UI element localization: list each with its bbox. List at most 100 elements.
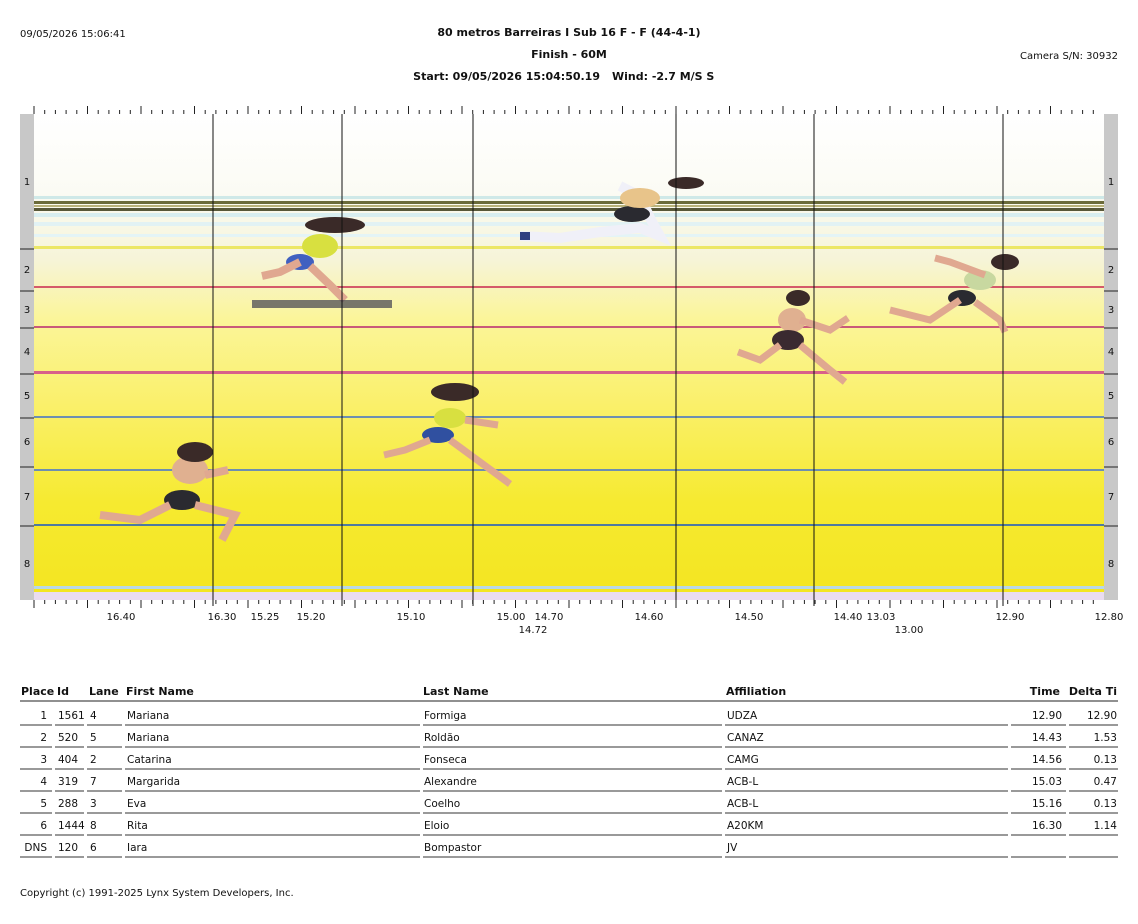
lane-label: 3 <box>24 305 30 316</box>
time-label: 15.00 <box>497 612 526 623</box>
lane-label: 4 <box>24 347 30 358</box>
table-cell: 2 <box>40 732 47 744</box>
table-cell: Eva <box>127 798 146 810</box>
table-cell: 319 <box>58 776 78 788</box>
lane-dividers <box>20 248 1118 527</box>
camera: Camera S/N: 30932 <box>1020 51 1118 62</box>
table-cell: 1.14 <box>1094 820 1118 832</box>
column-header: Last Name <box>423 685 489 698</box>
title: 80 metros Barreiras I Sub 16 F - F (44-4… <box>437 26 700 39</box>
table-cell: Alexandre <box>424 776 477 788</box>
photo-background <box>34 114 1104 600</box>
column-header: Affiliation <box>726 685 786 698</box>
time-label: 15.10 <box>397 612 426 623</box>
column-header: Place <box>21 685 54 698</box>
time-label: 14.72 <box>519 625 548 636</box>
runners <box>99 177 1019 542</box>
time-lines <box>212 114 1004 606</box>
table-cell: Catarina <box>127 754 172 766</box>
side-strip <box>20 114 34 600</box>
table-cell: Margarida <box>127 776 180 788</box>
lane-label: 7 <box>1108 492 1114 503</box>
table-cell: Bompastor <box>424 842 482 854</box>
table-cell: 0.13 <box>1094 754 1117 766</box>
lane-label: 6 <box>24 437 30 448</box>
table-cell: ACB-L <box>727 798 758 810</box>
ruler <box>33 106 1094 608</box>
table-cell: 7 <box>90 776 97 788</box>
runner <box>736 290 850 385</box>
runner <box>99 442 241 542</box>
table-cell: 120 <box>58 842 78 854</box>
time-label: 13.03 <box>867 612 896 623</box>
table-cell: 3 <box>40 754 47 766</box>
table-cell: Fonseca <box>424 754 467 766</box>
table-cell: 14.56 <box>1032 754 1062 766</box>
table-cell: 16.30 <box>1032 820 1062 832</box>
table-cell: 5 <box>40 798 47 810</box>
table-cell: Eloio <box>424 820 449 832</box>
lane-label: 2 <box>24 265 30 276</box>
table-cell: 520 <box>58 732 78 744</box>
lane-label: 4 <box>1108 347 1114 358</box>
time-label: 16.40 <box>107 612 136 623</box>
table-cell: 5 <box>90 732 97 744</box>
photo <box>20 106 1118 608</box>
table-cell: CANAZ <box>727 732 764 744</box>
time-label: 14.70 <box>535 612 564 623</box>
table-cell: ACB-L <box>727 776 758 788</box>
table-cell: A20KM <box>727 820 764 832</box>
lane-label: 1 <box>24 177 30 188</box>
table-cell: 1444 <box>58 820 85 832</box>
table-cell: 2 <box>90 754 97 766</box>
lane-label: 2 <box>1108 265 1114 276</box>
table-cell: JV <box>726 842 738 854</box>
time-label: 15.25 <box>251 612 280 623</box>
timestamp: 09/05/2026 15:06:41 <box>20 29 126 40</box>
runner <box>519 177 704 246</box>
lane-label: 8 <box>24 559 30 570</box>
time-label: 13.00 <box>895 625 924 636</box>
table-cell: 1561 <box>58 710 85 722</box>
time-label: 14.40 <box>834 612 863 623</box>
table-cell: CAMG <box>727 754 759 766</box>
table-cell: 288 <box>58 798 78 810</box>
lane-label: 6 <box>1108 437 1114 448</box>
lane-label: 5 <box>1108 391 1114 402</box>
lane-label: 3 <box>1108 305 1114 316</box>
table-cell: 15.03 <box>1032 776 1062 788</box>
lane-label: 5 <box>24 391 30 402</box>
table-cell: Coelho <box>424 798 460 810</box>
table-cell: Formiga <box>424 710 466 722</box>
time-label: 12.90 <box>996 612 1025 623</box>
wind: Wind: -2.7 M/S S <box>612 70 714 83</box>
runner <box>889 254 1019 334</box>
time-label: 15.20 <box>297 612 326 623</box>
table-cell: 8 <box>90 820 97 832</box>
subtitle: Finish - 60M <box>531 48 607 61</box>
table-cell: 6 <box>90 842 97 854</box>
table-cell: 1.53 <box>1094 732 1117 744</box>
time-label: 12.80 <box>1095 612 1124 623</box>
column-header: First Name <box>126 685 194 698</box>
table-cell: UDZA <box>727 710 758 722</box>
lane-label: 8 <box>1108 559 1114 570</box>
table-cell: 12.90 <box>1087 710 1117 722</box>
table-cell: DNS <box>24 842 47 854</box>
table-cell: 0.47 <box>1094 776 1117 788</box>
table-cell: 404 <box>58 754 78 766</box>
time-label: 14.50 <box>735 612 764 623</box>
table-cell: 15.16 <box>1032 798 1062 810</box>
table-cell: Mariana <box>127 732 169 744</box>
table-cell: 0.13 <box>1094 798 1117 810</box>
column-header: Lane <box>89 685 119 698</box>
runner <box>252 217 392 308</box>
table-cell: 1 <box>40 710 47 722</box>
lane-label: 7 <box>24 492 30 503</box>
table-cell: 6 <box>40 820 47 832</box>
table-cell: 12.90 <box>1032 710 1062 722</box>
table-cell: 3 <box>90 798 97 810</box>
copyright: Copyright (c) 1991-2025 Lynx System Deve… <box>20 888 294 899</box>
table-cell: Roldão <box>424 732 460 744</box>
